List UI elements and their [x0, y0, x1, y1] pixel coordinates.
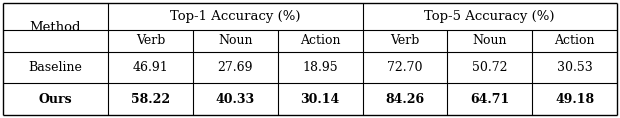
Text: Noun: Noun	[472, 34, 507, 48]
Text: Method: Method	[30, 21, 81, 34]
Text: 84.26: 84.26	[386, 93, 425, 106]
Text: 72.70: 72.70	[387, 61, 423, 74]
Text: 30.53: 30.53	[557, 61, 593, 74]
Text: Baseline: Baseline	[29, 61, 82, 74]
Text: 27.69: 27.69	[218, 61, 253, 74]
Text: Action: Action	[300, 34, 340, 48]
Text: Top-1 Accuracy (%): Top-1 Accuracy (%)	[170, 10, 301, 23]
Text: 58.22: 58.22	[131, 93, 170, 106]
Text: Action: Action	[554, 34, 595, 48]
Text: Ours: Ours	[38, 93, 73, 106]
Text: 18.95: 18.95	[303, 61, 338, 74]
Text: 40.33: 40.33	[216, 93, 255, 106]
Text: 49.18: 49.18	[555, 93, 594, 106]
Text: Top-5 Accuracy (%): Top-5 Accuracy (%)	[425, 10, 555, 23]
Text: 64.71: 64.71	[470, 93, 510, 106]
Text: Verb: Verb	[390, 34, 420, 48]
Text: Noun: Noun	[218, 34, 252, 48]
Text: 30.14: 30.14	[301, 93, 340, 106]
Text: 46.91: 46.91	[133, 61, 168, 74]
Text: Verb: Verb	[136, 34, 165, 48]
Text: 50.72: 50.72	[472, 61, 508, 74]
